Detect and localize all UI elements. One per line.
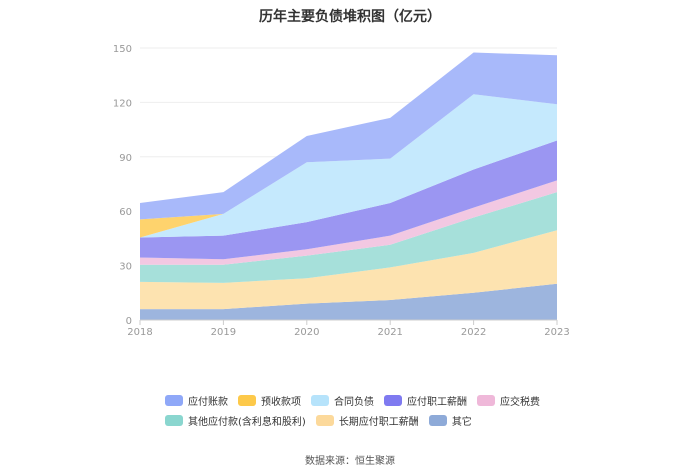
area-series	[140, 192, 557, 283]
legend-item[interactable]: 其它	[428, 413, 472, 428]
area-series	[140, 180, 557, 265]
x-tick-label: 2020	[294, 327, 319, 338]
y-tick-label: 120	[113, 98, 132, 109]
x-tick-label: 2021	[377, 327, 402, 338]
legend-item[interactable]: 其他应付款(含利息和股利)	[165, 413, 306, 428]
area-series	[140, 230, 557, 310]
legend-label: 应交税费	[500, 396, 540, 408]
legend-swatch	[165, 414, 183, 426]
legend-row: 其他应付款(含利息和股利) 长期应付职工薪酬 其它	[165, 410, 585, 430]
legend-item[interactable]: 合同负债	[311, 393, 374, 408]
legend: 应付账款 预收款项 合同负债 应付职工薪酬 应交税费 其他应付款(含利息和股利) 长期应付…	[165, 390, 585, 430]
x-tick-label: 2023	[544, 327, 569, 338]
legend-item[interactable]: 应付职工薪酬	[384, 393, 467, 408]
legend-item[interactable]: 应交税费	[477, 393, 540, 408]
legend-label: 应付账款	[188, 396, 228, 408]
x-tick-label: 2022	[461, 327, 486, 338]
area-series	[140, 94, 557, 238]
legend-label: 合同负债	[334, 396, 374, 408]
legend-swatch	[428, 414, 447, 426]
legend-row: 应付账款 预收款项 合同负债 应付职工薪酬 应交税费	[165, 390, 585, 410]
y-tick-label: 30	[119, 262, 132, 273]
chart-title: 历年主要负债堆积图（亿元）	[259, 9, 441, 25]
legend-swatch	[384, 394, 402, 406]
legend-item[interactable]: 预收款项	[238, 393, 301, 408]
x-tick-label: 2019	[211, 327, 236, 338]
legend-swatch	[477, 394, 495, 406]
legend-label: 长期应付职工薪酬	[338, 416, 419, 428]
data-source-note: 数据来源：恒生聚源	[305, 456, 395, 467]
legend-swatch	[311, 394, 329, 406]
area-series	[140, 140, 557, 260]
legend-label: 预收款项	[261, 396, 301, 408]
legend-label: 其他应付款(含利息和股利)	[188, 416, 306, 428]
legend-swatch	[165, 394, 183, 406]
legend-label: 应付职工薪酬	[407, 396, 467, 408]
legend-item[interactable]: 应付账款	[165, 393, 228, 408]
y-tick-label: 150	[113, 44, 132, 55]
legend-swatch	[238, 394, 256, 406]
y-tick-label: 0	[126, 316, 132, 327]
legend-swatch	[315, 414, 334, 426]
legend-label: 其它	[451, 416, 472, 428]
x-tick-label: 2018	[127, 327, 152, 338]
area-series	[140, 94, 557, 238]
legend-item[interactable]: 长期应付职工薪酬	[315, 413, 419, 428]
area-series	[140, 52, 557, 220]
y-tick-label: 90	[119, 153, 132, 164]
y-tick-label: 60	[119, 207, 132, 218]
